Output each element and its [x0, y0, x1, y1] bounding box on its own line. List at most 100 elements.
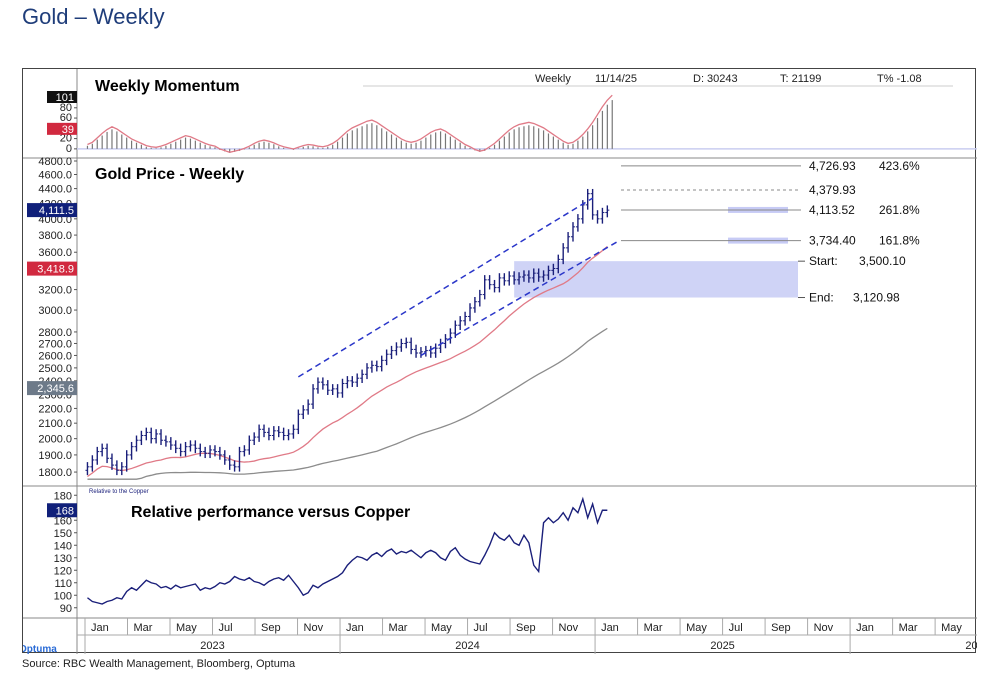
header-date: 11/14/25 — [595, 73, 637, 85]
price-panel: 4800.04600.04400.04200.04000.03800.03600… — [27, 156, 920, 480]
header-d: D: 30243 — [693, 73, 738, 85]
optuma-logo-text: Optuma — [23, 644, 57, 654]
source-note: Source: RBC Wealth Management, Bloomberg… — [22, 658, 296, 670]
relative-tick-label: 180 — [54, 490, 72, 502]
price-tick-label: 2700.0 — [38, 338, 72, 350]
relative-line — [87, 496, 608, 605]
year-label: 2023 — [200, 640, 224, 652]
fib-level-price: 4,726.93 — [809, 159, 856, 173]
month-label: Jan — [346, 622, 364, 634]
momentum-badge-label: 101 — [56, 92, 74, 104]
price-tick-label: 2500.0 — [38, 363, 72, 375]
relative-panel: 18017016015014013012011010090168 — [47, 490, 608, 615]
price-badge-label: 4,111.5 — [39, 205, 74, 217]
month-label: May — [686, 622, 707, 634]
consolidation-box — [514, 261, 798, 298]
price-tick-label: 4600.0 — [38, 169, 72, 181]
month-label: Mar — [389, 622, 408, 634]
momentum-badge — [47, 122, 77, 135]
price-tick-label: 3000.0 — [38, 305, 72, 317]
end-value: 3,120.98 — [853, 291, 900, 305]
fib-level-pct: 261.8% — [879, 203, 920, 217]
momentum-panel: 10180604020010139 — [47, 91, 977, 155]
price-tick-label: 3800.0 — [38, 230, 72, 242]
price-title: Gold Price - Weekly — [95, 166, 244, 183]
page-title: Gold – Weekly — [22, 4, 165, 29]
momentum-tick-label: 20 — [60, 133, 72, 145]
month-label: Nov — [559, 622, 579, 634]
relative-tick-label: 90 — [60, 603, 72, 615]
month-label: Mar — [899, 622, 918, 634]
year-label: 2025 — [710, 640, 734, 652]
ma-short-line — [87, 245, 608, 478]
year-label: 2026 — [965, 640, 977, 652]
price-tick-label: 1800.0 — [38, 467, 72, 479]
start-value: 3,500.10 — [859, 254, 906, 268]
price-badge — [27, 381, 77, 396]
month-label: Jul — [219, 622, 233, 634]
end-label: End: — [809, 291, 834, 305]
relative-tick-label: 100 — [54, 590, 72, 602]
relative-title: Relative performance versus Copper — [131, 504, 410, 521]
price-tick-label: 2000.0 — [38, 434, 72, 446]
month-label: Mar — [134, 622, 153, 634]
header-weekly: Weekly — [535, 73, 571, 85]
month-label: Sep — [261, 622, 281, 634]
fib-level-price: 3,734.40 — [809, 234, 856, 248]
price-tick-label: 2600.0 — [38, 350, 72, 362]
momentum-tick-label: 0 — [66, 143, 72, 155]
relative-caption: Relative to the Copper — [89, 489, 149, 495]
year-label: 2024 — [455, 640, 479, 652]
relative-tick-label: 140 — [54, 540, 72, 552]
price-badge-label: 3,418.9 — [37, 264, 74, 276]
gold-weekly-chart: Weekly 11/14/25 D: 30243 T: 21199 T% -1.… — [3, 69, 994, 655]
month-label: May — [431, 622, 452, 634]
fib-level-pct: 161.8% — [879, 234, 920, 248]
price-tick-label: 3200.0 — [38, 285, 72, 297]
price-tick-label: 1900.0 — [38, 450, 72, 462]
month-label: Jan — [601, 622, 619, 634]
month-label: Sep — [771, 622, 791, 634]
momentum-tick-label: 80 — [60, 102, 72, 114]
price-tick-label: 2800.0 — [38, 327, 72, 339]
price-badge-label: 2,345.6 — [37, 383, 74, 395]
start-label: Start: — [809, 254, 838, 268]
fib-level-price: 4,379.93 — [809, 183, 856, 197]
price-badge — [27, 203, 77, 218]
momentum-smooth-line — [87, 94, 613, 153]
momentum-badge-label: 39 — [62, 124, 74, 136]
relative-badge — [47, 503, 77, 518]
relative-tick-label: 120 — [54, 565, 72, 577]
relative-tick-label: 150 — [54, 528, 72, 540]
price-badge — [27, 261, 77, 276]
header-tpct: T% -1.08 — [877, 73, 922, 85]
ma-long-line — [87, 327, 608, 480]
month-label: Jan — [91, 622, 109, 634]
price-tick-label: 2100.0 — [38, 418, 72, 430]
header-t: T: 21199 — [780, 73, 821, 85]
momentum-badge — [47, 91, 77, 103]
momentum-title: Weekly Momentum — [95, 78, 240, 95]
month-label: Mar — [644, 622, 663, 634]
month-label: Jul — [729, 622, 743, 634]
momentum-tick-label: 60 — [60, 112, 72, 124]
optuma-logo: Optuma — [3, 642, 57, 655]
month-label: Jul — [474, 622, 488, 634]
price-tick-label: 2200.0 — [38, 403, 72, 415]
fib-level-pct: 423.6% — [879, 159, 920, 173]
price-tick-label: 4800.0 — [38, 156, 72, 168]
month-label: Sep — [516, 622, 536, 634]
relative-badge-label: 168 — [56, 505, 74, 517]
month-label: Nov — [304, 622, 324, 634]
channel-upper-line — [297, 197, 594, 378]
month-label: Jan — [856, 622, 874, 634]
chart-frame: Weekly 11/14/25 D: 30243 T: 21199 T% -1.… — [3, 68, 994, 655]
relative-tick-label: 130 — [54, 553, 72, 565]
month-label: Nov — [814, 622, 834, 634]
fib-level-price: 4,113.52 — [809, 203, 855, 217]
month-label: May — [941, 622, 962, 634]
price-tick-label: 4400.0 — [38, 184, 72, 196]
relative-tick-label: 110 — [54, 578, 72, 590]
channel-lower-line — [420, 241, 618, 357]
time-axis: Jan Mar May Jul Sep Nov Jan Mar May Jul Sep Nov Jan M… — [77, 618, 994, 654]
